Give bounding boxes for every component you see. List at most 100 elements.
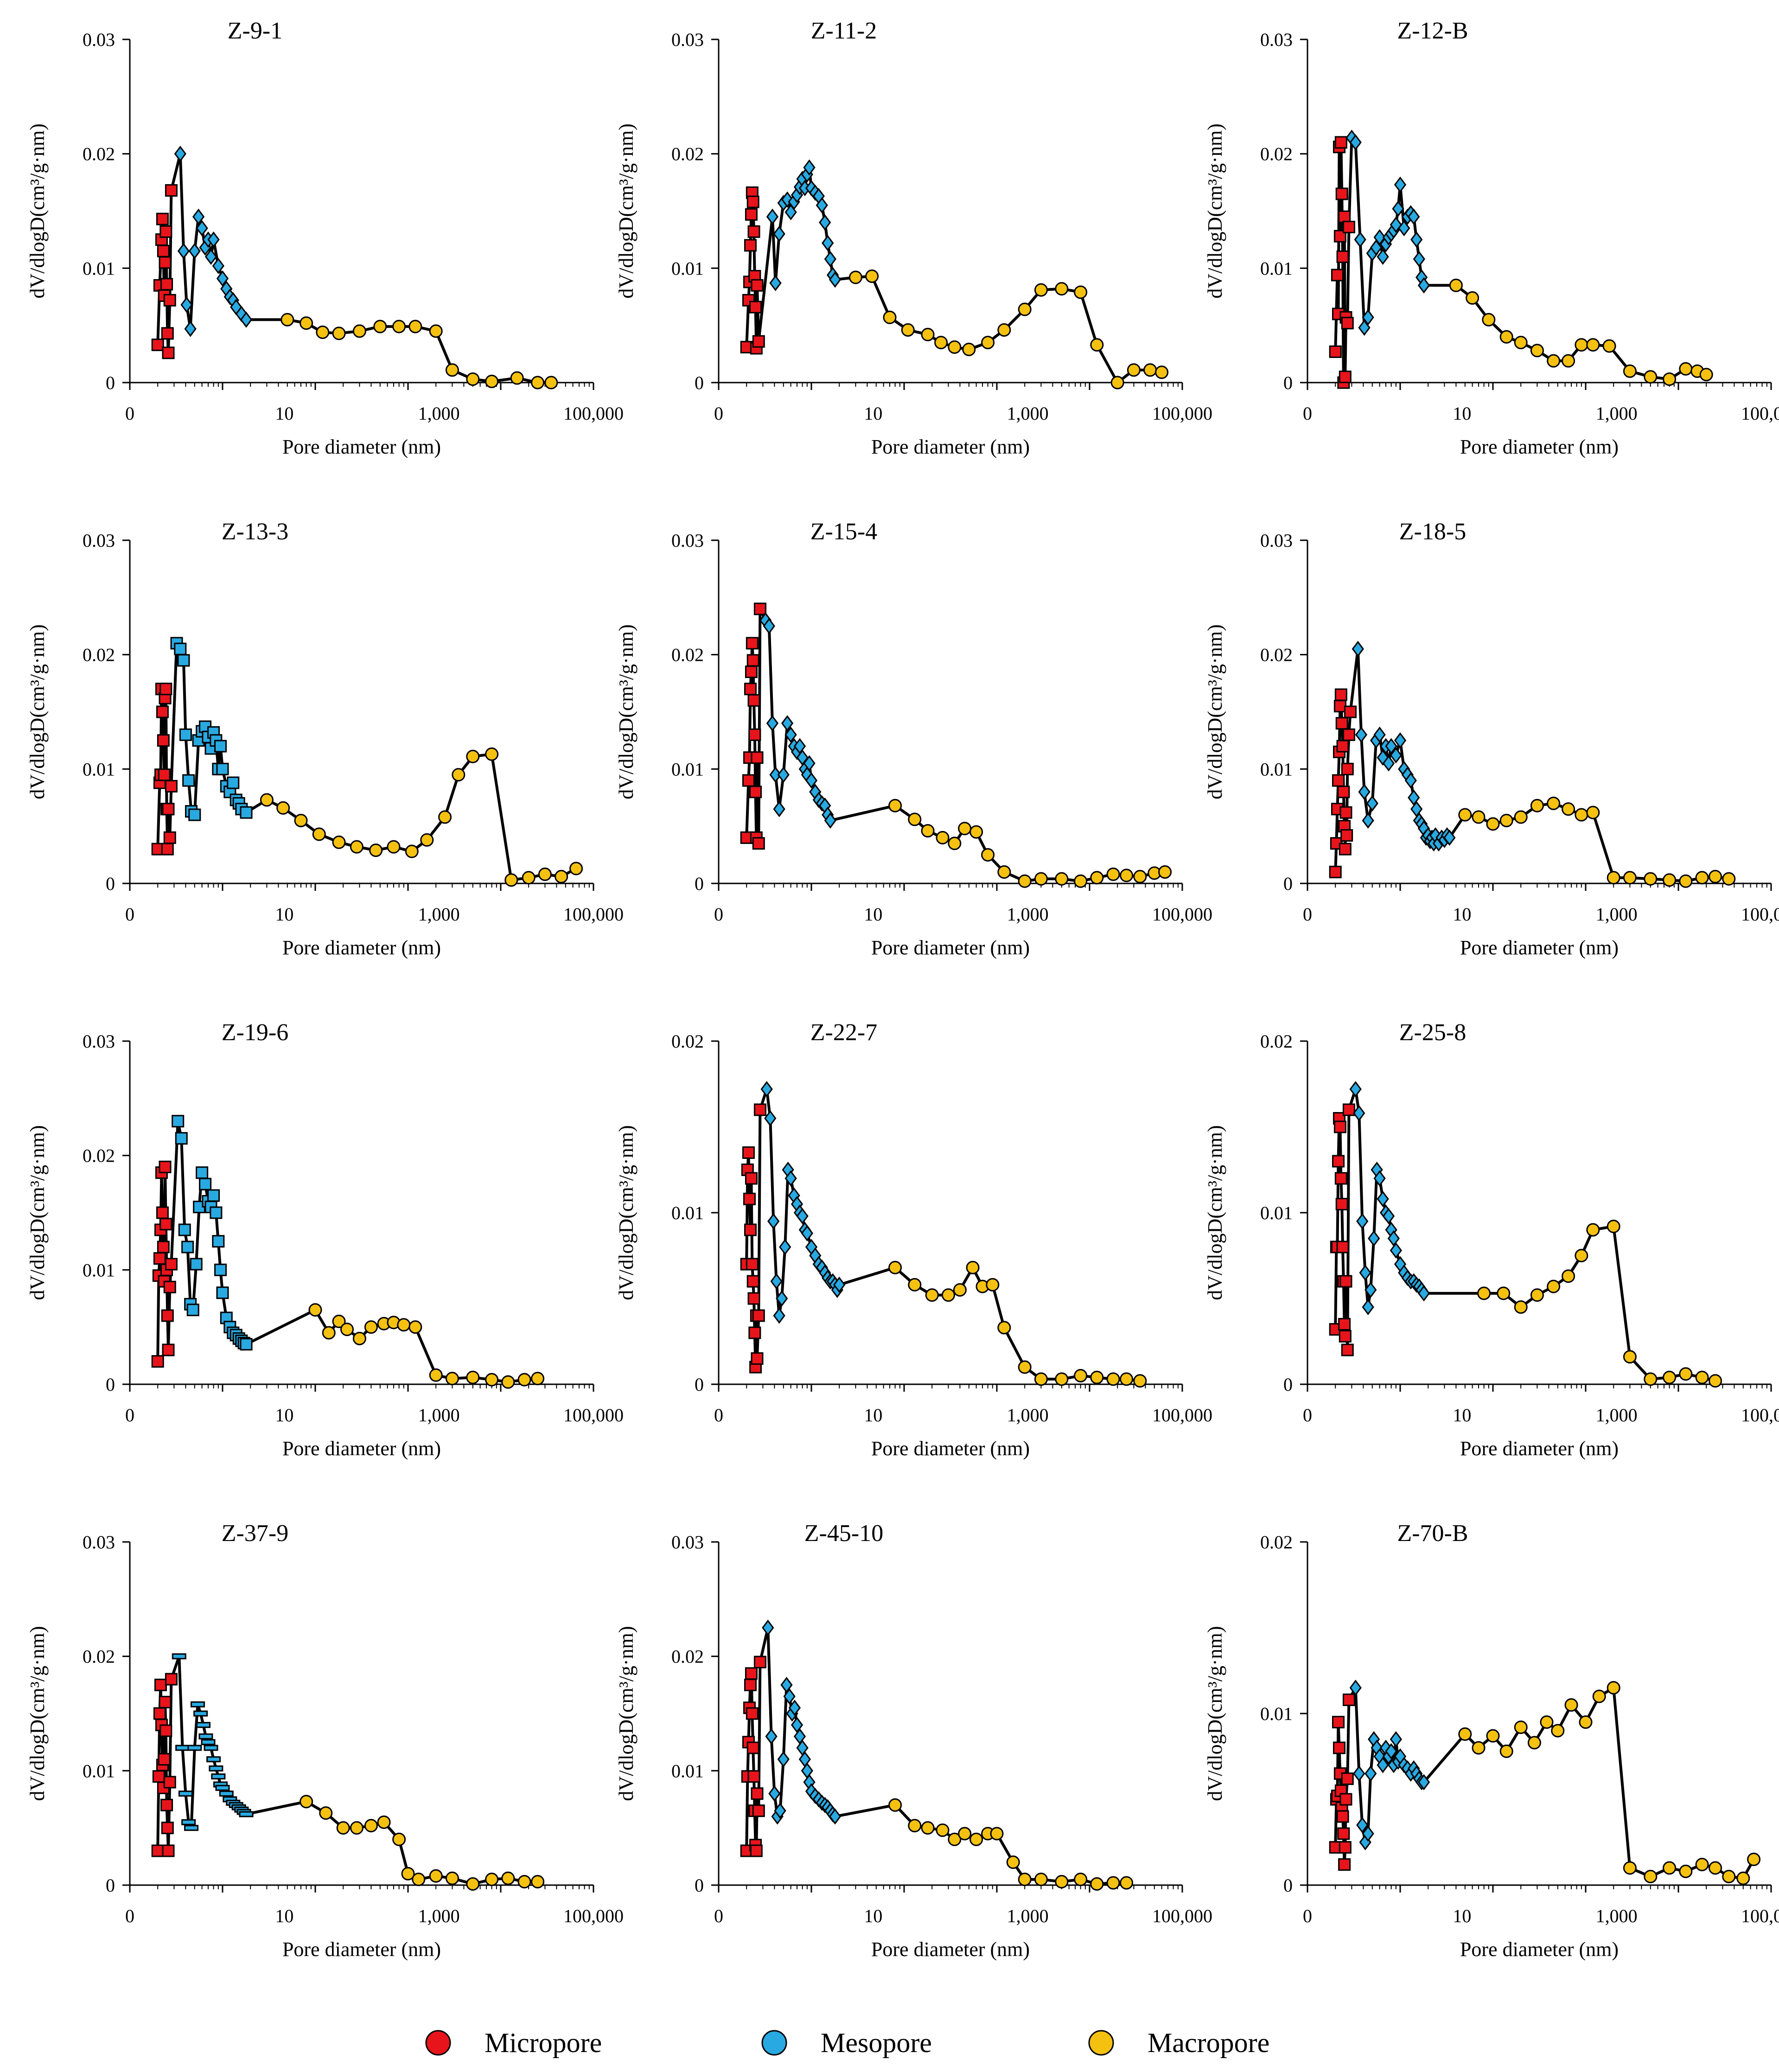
data-point-mesopore — [822, 235, 834, 251]
data-point-micropore — [1333, 1120, 1346, 1133]
data-point-macropore — [445, 1372, 459, 1386]
y-axis-label: dV/dlogD(cm³/g·nm) — [26, 1626, 49, 1801]
data-point-mesopore — [188, 243, 201, 259]
data-point-macropore — [1586, 338, 1600, 352]
y-tick-label: 0.01 — [1260, 1202, 1293, 1223]
data-point-macropore — [1514, 1720, 1528, 1734]
data-point-micropore — [163, 294, 176, 307]
x-axis-label: Pore diameter (nm) — [282, 435, 441, 458]
y-tick-label: 0.02 — [671, 1646, 704, 1667]
data-point-macropore — [1472, 810, 1486, 824]
data-point-micropore — [163, 1776, 176, 1789]
data-point-mesopore — [1390, 1731, 1402, 1747]
data-point-mesopore — [760, 1081, 773, 1098]
data-point-micropore — [1340, 829, 1353, 842]
x-tick-label: 0 — [125, 1906, 134, 1926]
data-point-macropore — [1090, 338, 1104, 352]
data-point-macropore — [1586, 1223, 1600, 1237]
x-tick-label: 0 — [1303, 1906, 1312, 1926]
series-macropore — [1449, 278, 1713, 386]
data-point-mesopore — [1404, 772, 1417, 789]
x-tick-label: 100,000 — [1741, 1906, 1779, 1926]
data-point-macropore — [332, 835, 346, 849]
data-point-macropore — [517, 1875, 531, 1889]
data-point-micropore — [156, 1206, 169, 1219]
data-point-mesopore — [1362, 309, 1374, 326]
data-point-macropore — [408, 320, 422, 333]
series-macropore — [308, 1303, 545, 1389]
chart-panel-z-45-10: Z-45-10 0 0.01 0.02 0.03 0 10 1,000 100,000 Pore … — [615, 1520, 1212, 1961]
data-point-micropore — [157, 734, 170, 747]
data-point-micropore — [748, 1326, 761, 1339]
x-tick-label: 0 — [1303, 403, 1312, 424]
data-point-mesopore — [184, 320, 197, 337]
data-point-macropore — [1575, 1249, 1588, 1262]
chart-panel-z-12-b: Z-12-B 0 0.01 0.02 0.03 0 10 1,000 100,000 Pore d… — [1204, 18, 1779, 458]
y-axis-label: dV/dlogD(cm³/g·nm) — [1204, 123, 1226, 298]
data-point-macropore — [485, 747, 499, 761]
data-point-macropore — [332, 326, 346, 340]
data-point-micropore — [162, 803, 175, 816]
data-point-macropore — [1090, 1370, 1104, 1384]
data-point-mesopore — [190, 1701, 205, 1707]
x-tick-label: 10 — [864, 1906, 882, 1926]
data-point-macropore — [300, 316, 313, 330]
x-axis-label: Pore diameter (nm) — [282, 1437, 441, 1460]
data-point-mesopore — [174, 642, 187, 655]
data-point-mesopore — [1392, 200, 1404, 217]
data-point-mesopore — [1356, 1817, 1369, 1833]
data-point-macropore — [1575, 338, 1588, 352]
data-point-micropore — [159, 225, 172, 238]
series-micropore — [151, 1673, 178, 1857]
data-point-mesopore — [1385, 738, 1397, 755]
data-point-mesopore — [776, 1290, 788, 1307]
data-point-macropore — [1120, 1372, 1134, 1386]
x-tick-label: 0 — [714, 904, 723, 925]
curve-line — [1334, 647, 1729, 883]
data-point-mesopore — [1362, 812, 1374, 829]
series-mesopore — [172, 1115, 253, 1351]
data-point-macropore — [1090, 1877, 1104, 1891]
data-point-micropore — [742, 774, 755, 787]
data-point-macropore — [1540, 1715, 1554, 1729]
legend-label-mesopore: Mesopore — [821, 2027, 932, 2058]
data-point-macropore — [997, 865, 1011, 879]
data-point-macropore — [1486, 817, 1500, 831]
chart-title: Z-18-5 — [1399, 518, 1466, 545]
data-point-mesopore — [182, 774, 195, 787]
data-point-micropore — [162, 1343, 175, 1356]
data-point-micropore — [162, 346, 175, 359]
data-point-mesopore — [240, 311, 253, 328]
data-point-mesopore — [788, 1700, 801, 1716]
data-point-mesopore — [179, 728, 192, 741]
data-point-mesopore — [769, 767, 782, 783]
data-point-macropore — [1747, 1853, 1761, 1866]
data-point-macropore — [848, 270, 862, 284]
y-axis-label: dV/dlogD(cm³/g·nm) — [615, 1626, 638, 1801]
data-point-macropore — [466, 1877, 480, 1891]
series-micropore — [1329, 688, 1357, 878]
data-point-mesopore — [1417, 1285, 1430, 1302]
y-tick-label: 0 — [695, 1374, 704, 1395]
data-point-mesopore — [1390, 747, 1402, 764]
data-point-macropore — [901, 323, 915, 337]
y-tick-label: 0.02 — [83, 144, 115, 165]
series-micropore — [151, 184, 178, 359]
data-point-macropore — [1564, 1698, 1578, 1712]
data-point-macropore — [1527, 1736, 1541, 1750]
y-tick-label: 0.01 — [671, 759, 704, 780]
data-point-micropore — [1342, 728, 1355, 741]
data-point-macropore — [555, 870, 568, 883]
data-point-macropore — [1644, 872, 1658, 886]
y-tick-label: 0.02 — [1260, 144, 1293, 165]
y-tick-label: 0 — [106, 1875, 115, 1896]
data-point-mesopore — [1382, 755, 1395, 772]
data-point-macropore — [986, 1278, 1000, 1292]
data-point-mesopore — [768, 1785, 781, 1802]
data-point-micropore — [1342, 1103, 1355, 1116]
data-point-macropore — [1575, 808, 1588, 822]
data-point-macropore — [1090, 871, 1104, 885]
data-point-macropore — [990, 1827, 1004, 1841]
data-point-macropore — [392, 320, 406, 333]
